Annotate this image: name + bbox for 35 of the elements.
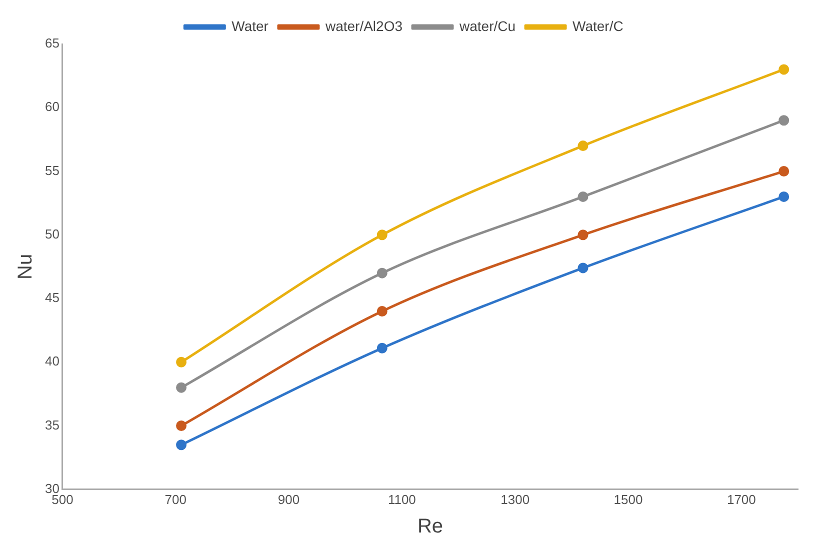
legend-label: Water	[232, 18, 269, 34]
x-tick-label: 900	[278, 492, 300, 507]
x-tick-label: 1700	[726, 492, 756, 507]
y-tick-label: 45	[44, 290, 60, 306]
point	[176, 420, 187, 432]
legend-label: Water/C	[572, 18, 624, 34]
point	[176, 356, 187, 368]
point	[376, 268, 388, 278]
x-tick-label: 1300	[500, 492, 530, 507]
point	[176, 440, 187, 450]
x-axis-title: Re	[417, 516, 444, 538]
legend-label: water/Cu	[458, 18, 516, 34]
point	[376, 306, 388, 316]
y-axis-title: Nu	[14, 254, 37, 280]
legend-label: water/Al2O3	[324, 18, 403, 34]
point	[578, 230, 588, 240]
point	[376, 230, 388, 240]
y-tick-label: 60	[44, 99, 60, 114]
point	[778, 64, 790, 75]
x-tick-label: 1100	[388, 492, 416, 507]
x-tick-label: 700	[164, 492, 186, 507]
point	[578, 262, 588, 274]
y-tick-label: 50	[44, 226, 60, 242]
y-tick-label: 55	[44, 162, 60, 178]
point	[778, 191, 790, 202]
point	[578, 191, 588, 202]
point	[778, 166, 790, 177]
point	[778, 115, 790, 126]
y-tick-label: 40	[44, 354, 60, 369]
point	[376, 342, 388, 354]
point	[578, 140, 588, 152]
x-tick-label: 1500	[614, 492, 643, 507]
y-tick-label: 65	[44, 36, 60, 51]
point	[176, 382, 187, 393]
y-tick-label: 35	[44, 417, 60, 432]
